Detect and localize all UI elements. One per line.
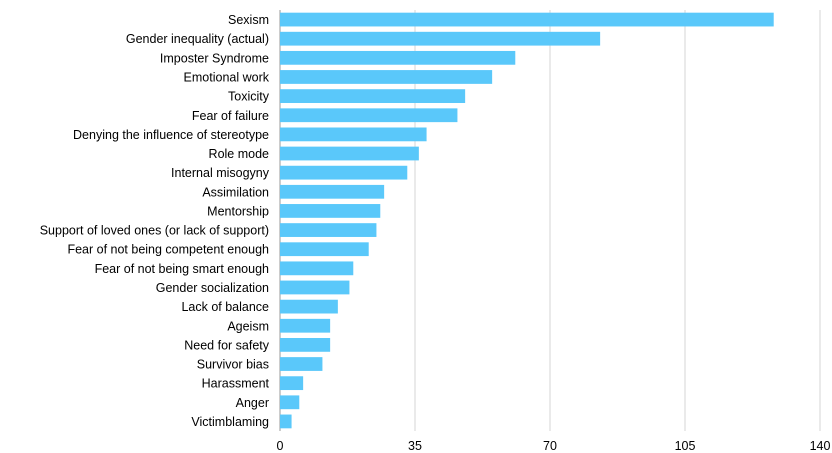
category-label: Mentorship <box>207 204 269 218</box>
category-label: Harassment <box>202 377 270 391</box>
bars <box>280 12 774 429</box>
bar <box>280 31 601 46</box>
category-label: Gender socialization <box>156 281 269 295</box>
bar <box>280 146 419 161</box>
bar <box>280 337 331 352</box>
category-label: Fear of not being smart enough <box>95 262 269 276</box>
bar <box>280 89 466 104</box>
category-label: Fear of failure <box>192 109 269 123</box>
category-label: Lack of balance <box>181 300 269 314</box>
category-label: Survivor bias <box>197 358 269 372</box>
x-tick-labels: 0 35 70 105 140 <box>277 439 831 453</box>
bar <box>280 242 369 257</box>
category-label: Gender inequality (actual) <box>126 32 269 46</box>
category-label: Assimilation <box>202 185 269 199</box>
x-tick-label: 35 <box>408 439 422 453</box>
bar <box>280 261 354 276</box>
x-tick-label: 0 <box>277 439 284 453</box>
bar <box>280 127 427 142</box>
category-labels: Sexism Gender inequality (actual) Imposter… <box>40 13 270 429</box>
category-label: Internal misogyny <box>171 166 270 180</box>
category-label: Support of loved ones (or lack of suppor… <box>40 224 269 238</box>
x-tick-label: 140 <box>810 439 831 453</box>
bar <box>280 184 385 199</box>
bar <box>280 204 381 218</box>
category-label: Fear of not being competent enough <box>67 243 269 257</box>
category-label: Toxicity <box>228 90 270 104</box>
x-tick-label: 105 <box>675 439 696 453</box>
bar <box>280 108 458 123</box>
category-label: Denying the influence of stereotype <box>73 128 269 142</box>
bar <box>280 280 350 295</box>
category-label: Role mode <box>209 147 269 161</box>
category-label: Victimblaming <box>191 415 269 429</box>
category-label: Need for safety <box>184 338 270 352</box>
category-label: Sexism <box>228 13 269 27</box>
bar <box>280 165 408 180</box>
bar <box>280 318 331 333</box>
bar <box>280 357 323 371</box>
bar <box>280 299 338 314</box>
bar <box>280 70 493 84</box>
bar <box>280 395 300 410</box>
category-label: Imposter Syndrome <box>160 51 269 65</box>
bar <box>280 376 304 391</box>
bar <box>280 223 377 237</box>
category-label: Anger <box>236 396 269 410</box>
category-label: Emotional work <box>184 70 270 84</box>
bar <box>280 12 774 27</box>
x-tick-label: 70 <box>543 439 557 453</box>
bar <box>280 50 516 65</box>
category-label: Ageism <box>227 319 269 333</box>
bar <box>280 414 292 429</box>
